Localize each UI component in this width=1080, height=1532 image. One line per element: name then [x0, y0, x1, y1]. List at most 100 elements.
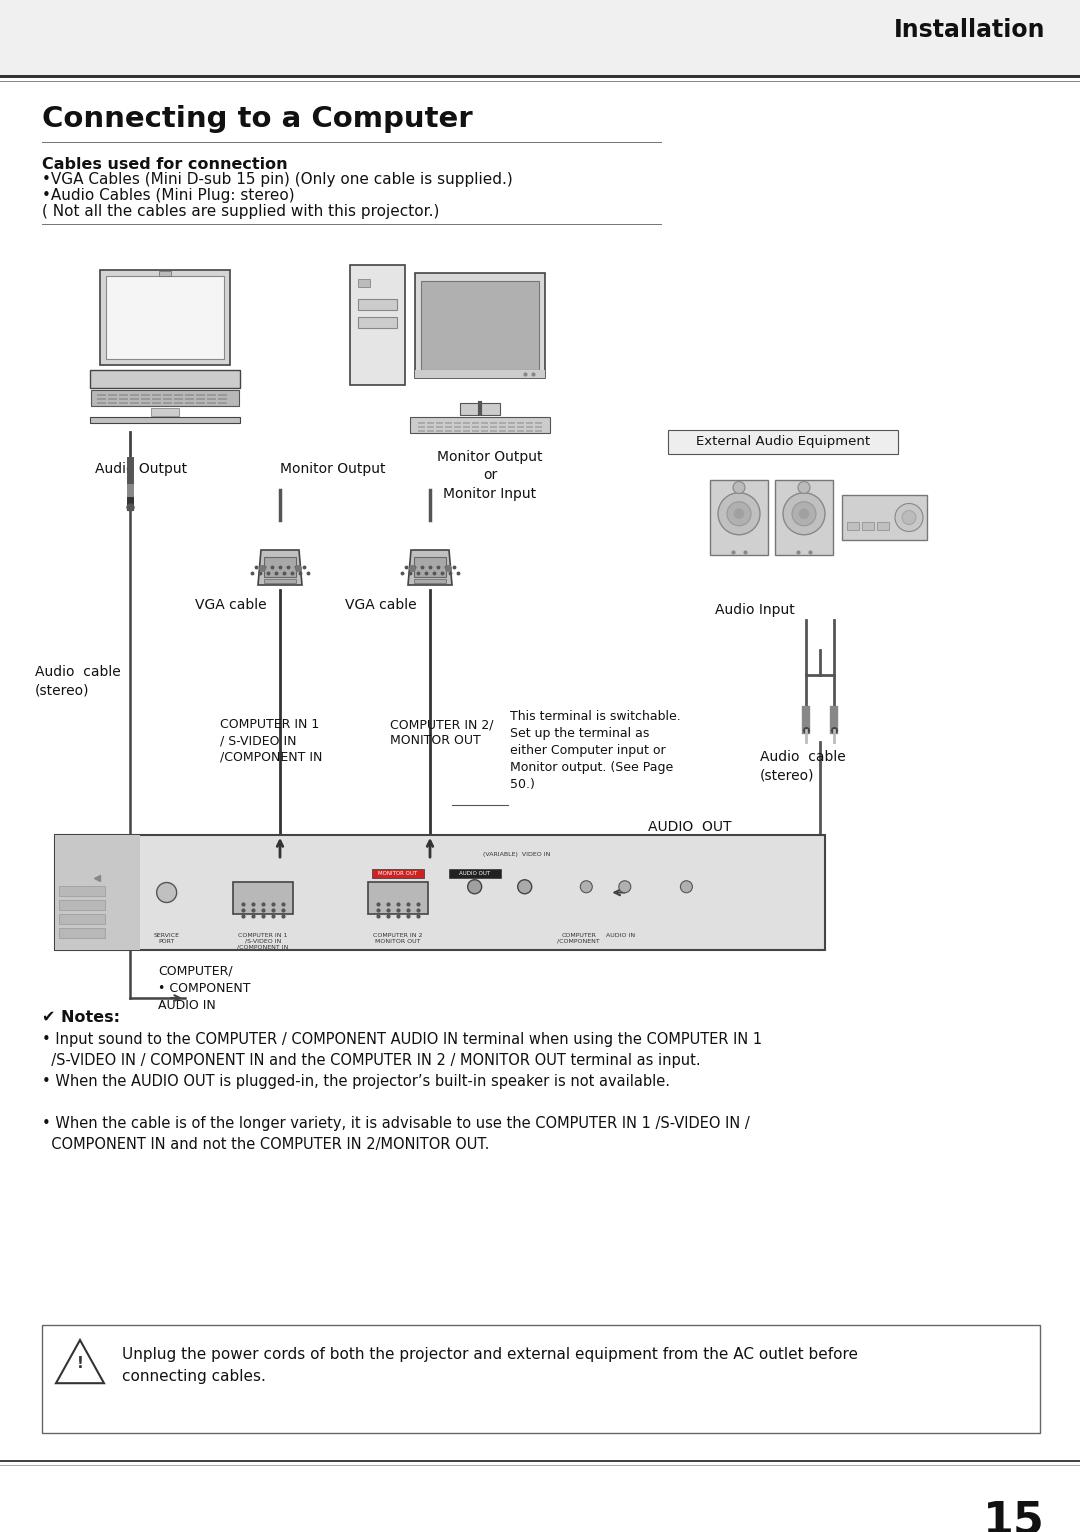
- Bar: [207, 397, 216, 400]
- Bar: [499, 426, 507, 427]
- Bar: [775, 480, 833, 555]
- Bar: [108, 401, 117, 404]
- Bar: [152, 394, 161, 395]
- Circle shape: [792, 502, 816, 525]
- Bar: [508, 426, 515, 427]
- Bar: [97, 401, 106, 404]
- Text: • When the cable is of the longer variety, it is advisable to use the COMPUTER I: • When the cable is of the longer variet…: [42, 1115, 750, 1152]
- Circle shape: [799, 509, 809, 519]
- Bar: [152, 397, 161, 400]
- Bar: [454, 426, 461, 427]
- Text: ✔ Notes:: ✔ Notes:: [42, 1010, 120, 1025]
- Text: Monitor Output: Monitor Output: [280, 463, 386, 476]
- Bar: [490, 429, 497, 432]
- Bar: [42, 1325, 1040, 1432]
- Bar: [414, 579, 446, 584]
- Bar: [472, 421, 480, 424]
- Bar: [174, 397, 183, 400]
- Bar: [141, 394, 150, 395]
- Circle shape: [718, 493, 760, 535]
- Bar: [862, 522, 874, 530]
- Bar: [847, 522, 859, 530]
- Circle shape: [902, 510, 916, 524]
- Bar: [508, 429, 515, 432]
- Bar: [108, 397, 117, 400]
- Bar: [151, 408, 179, 417]
- Bar: [372, 869, 423, 878]
- Bar: [669, 430, 897, 453]
- Bar: [481, 426, 488, 427]
- Text: Audio  cable
(stereo): Audio cable (stereo): [760, 751, 846, 783]
- Bar: [410, 417, 550, 434]
- Bar: [415, 371, 545, 378]
- Bar: [436, 426, 443, 427]
- Bar: [499, 429, 507, 432]
- Text: VGA cable: VGA cable: [345, 597, 417, 611]
- Bar: [218, 397, 227, 400]
- Bar: [517, 421, 524, 424]
- Bar: [0, 75, 1080, 78]
- Text: MONITOR OUT: MONITOR OUT: [378, 872, 417, 876]
- Bar: [108, 394, 117, 395]
- Bar: [445, 421, 453, 424]
- Text: Connecting to a Computer: Connecting to a Computer: [42, 106, 473, 133]
- Bar: [185, 394, 194, 395]
- Text: 15: 15: [983, 1500, 1045, 1532]
- Circle shape: [733, 509, 744, 519]
- Circle shape: [733, 481, 745, 493]
- Bar: [517, 426, 524, 427]
- Bar: [174, 394, 183, 395]
- Text: • When the AUDIO OUT is plugged-in, the projector’s built-in speaker is not avai: • When the AUDIO OUT is plugged-in, the …: [42, 1074, 670, 1089]
- Bar: [55, 835, 825, 950]
- Bar: [472, 426, 480, 427]
- Bar: [421, 280, 539, 371]
- Bar: [218, 394, 227, 395]
- Text: !: !: [77, 1356, 83, 1371]
- Text: External Audio Equipment: External Audio Equipment: [696, 435, 870, 449]
- Bar: [481, 429, 488, 432]
- Bar: [427, 421, 434, 424]
- Bar: [445, 429, 453, 432]
- Bar: [357, 279, 370, 286]
- Bar: [517, 429, 524, 432]
- Bar: [159, 271, 171, 276]
- Bar: [207, 401, 216, 404]
- Bar: [119, 394, 129, 395]
- Bar: [448, 869, 501, 878]
- Bar: [415, 273, 545, 378]
- Text: SERVICE
PORT: SERVICE PORT: [153, 933, 179, 944]
- Text: (VARIABLE)  VIDEO IN: (VARIABLE) VIDEO IN: [484, 852, 551, 856]
- Bar: [427, 426, 434, 427]
- Bar: [97, 394, 106, 395]
- Bar: [59, 928, 105, 938]
- Bar: [357, 317, 397, 328]
- Bar: [418, 426, 426, 427]
- Circle shape: [727, 502, 751, 525]
- Bar: [526, 426, 534, 427]
- Bar: [454, 421, 461, 424]
- Text: COMPUTER IN 1
/ S-VIDEO IN
/COMPONENT IN: COMPUTER IN 1 / S-VIDEO IN /COMPONENT IN: [220, 719, 322, 763]
- Bar: [59, 899, 105, 910]
- Bar: [97, 397, 106, 400]
- Bar: [350, 265, 405, 385]
- Bar: [357, 299, 397, 309]
- Text: Installation: Installation: [893, 18, 1045, 41]
- Text: Monitor Output
or
Monitor Input: Monitor Output or Monitor Input: [437, 450, 543, 501]
- Bar: [152, 401, 161, 404]
- Text: Cables used for connection: Cables used for connection: [42, 156, 287, 172]
- Bar: [460, 403, 500, 415]
- Bar: [499, 421, 507, 424]
- Bar: [445, 426, 453, 427]
- Bar: [0, 1460, 1080, 1462]
- Circle shape: [468, 879, 482, 893]
- Text: COMPUTER IN 2/
MONITOR OUT: COMPUTER IN 2/ MONITOR OUT: [390, 719, 494, 748]
- Bar: [710, 480, 768, 555]
- Bar: [163, 394, 172, 395]
- Bar: [264, 579, 296, 584]
- Text: AUDIO IN: AUDIO IN: [606, 933, 635, 938]
- Text: AUDIO  OUT
(stereo): AUDIO OUT (stereo): [648, 820, 731, 852]
- Bar: [90, 371, 240, 388]
- Bar: [185, 397, 194, 400]
- Bar: [100, 270, 230, 365]
- Text: ( Not all the cables are supplied with this projector.): ( Not all the cables are supplied with t…: [42, 204, 440, 219]
